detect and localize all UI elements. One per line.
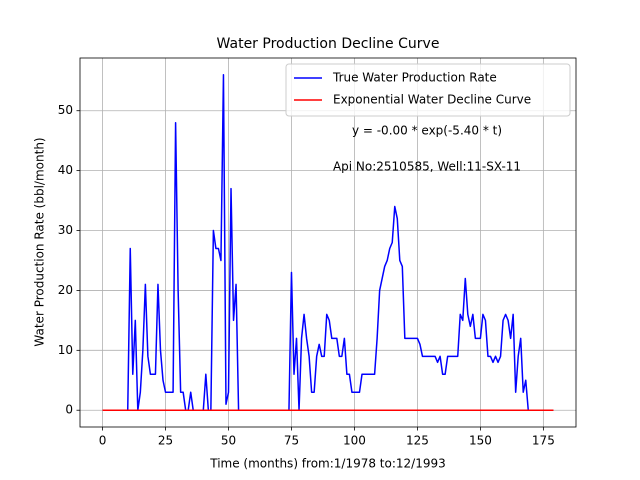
x-axis-label: Time (months) from:1/1978 to:12/1993 (209, 457, 446, 471)
legend-label: True Water Production Rate (332, 71, 497, 85)
annotation: Api No:2510585, Well:11-SX-11 (333, 160, 521, 174)
x-tick-label: 0 (99, 434, 107, 448)
x-tick-label: 125 (406, 434, 429, 448)
plot-frame (79, 57, 577, 428)
legend-box (285, 63, 571, 117)
y-axis-label: Water Production Rate (bbl/month) (33, 137, 47, 346)
y-tick-label: 30 (58, 223, 73, 237)
y-tick-label: 0 (65, 403, 73, 417)
x-tick-label: 50 (221, 434, 236, 448)
y-tick-label: 20 (58, 283, 73, 297)
x-tick-label: 175 (532, 434, 555, 448)
data-line (102, 74, 554, 411)
legend-label: Exponential Water Decline Curve (333, 93, 531, 107)
y-tick-label: 10 (58, 343, 73, 357)
x-tick-label: 150 (469, 434, 492, 448)
chart-title: Water Production Decline Curve (217, 36, 440, 52)
x-tick-label: 25 (158, 434, 173, 448)
x-tick-label: 75 (284, 434, 299, 448)
y-tick-label: 50 (58, 103, 73, 117)
annotation: y = -0.00 * exp(-5.40 * t) (352, 124, 502, 138)
x-tick-label: 100 (343, 434, 366, 448)
y-tick-label: 40 (58, 163, 73, 177)
